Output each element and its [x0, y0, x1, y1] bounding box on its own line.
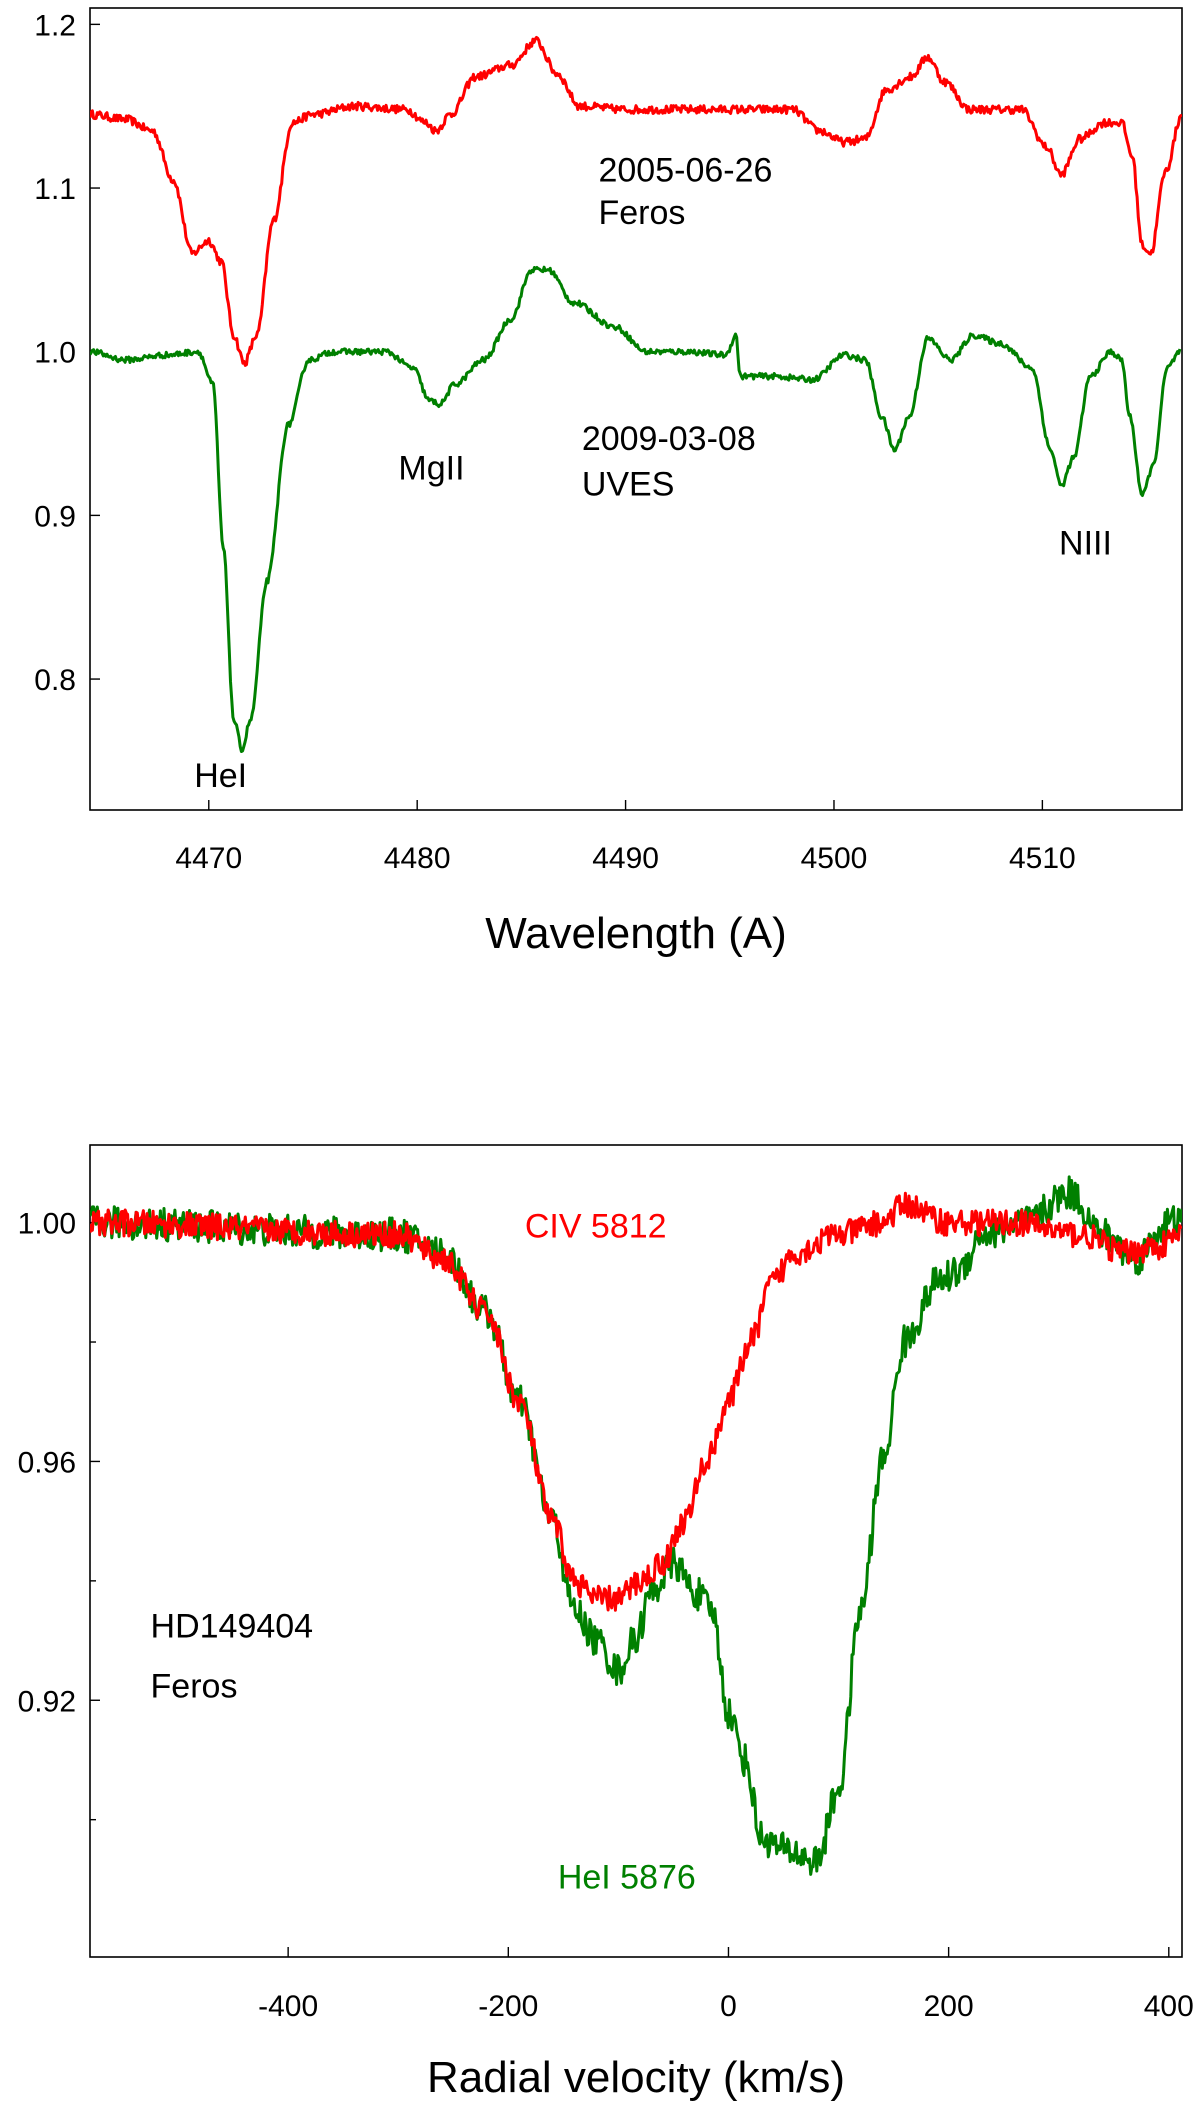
- x-axis-title: Wavelength (A): [485, 909, 787, 958]
- annotation-label: MgII: [398, 449, 464, 487]
- annotation-label: HeI 5876: [558, 1858, 696, 1896]
- plot-frame: [89, 1144, 1183, 1958]
- annotation-label: 2005-06-26: [598, 151, 772, 189]
- y-tick-label: 0.9: [34, 500, 76, 533]
- series-line: [90, 1191, 1182, 1612]
- x-axis-title: Radial velocity (km/s): [427, 2053, 845, 2102]
- x-tick-label: 400: [1144, 1990, 1194, 2023]
- x-tick-label: 200: [924, 1990, 974, 2023]
- y-tick-label: 1.2: [34, 9, 76, 42]
- x-tick-label: 4490: [592, 842, 659, 875]
- x-tick-label: 4480: [384, 842, 451, 875]
- annotation-label: UVES: [582, 466, 675, 504]
- y-tick-label: 0.8: [34, 664, 76, 697]
- top-panel-wavelength-spectrum: 4470 4480 4490 4500 4510 0.8 0.9 1.0 1.1 1.2 Wavel…: [34, 7, 1183, 958]
- annotation-label: HD149404: [151, 1608, 314, 1646]
- bottom-panel-radial-velocity-profile: -400 -200 0 200 400 0.92 0.96 1.00 Radial veloci…: [18, 1144, 1194, 2102]
- y-tick-label: 0.96: [18, 1446, 76, 1479]
- x-tick-label: -400: [258, 1990, 318, 2023]
- y-tick-label: 1.0: [34, 337, 76, 370]
- plot-frame: [89, 7, 1183, 811]
- x-tick-label: 4510: [1009, 842, 1076, 875]
- y-tick-label: 0.92: [18, 1685, 76, 1718]
- series-line: [90, 265, 1182, 753]
- series-line: [90, 1175, 1182, 1876]
- y-tick-label: 1.00: [18, 1208, 76, 1241]
- annotation-label: CIV 5812: [525, 1208, 667, 1246]
- series-line: [90, 35, 1182, 367]
- x-tick-label: 4500: [801, 842, 868, 875]
- annotation-label: 2009-03-08: [582, 420, 756, 458]
- x-tick-label: 4470: [175, 842, 242, 875]
- x-tick-label: 0: [720, 1990, 737, 2023]
- annotation-label: Feros: [598, 194, 685, 232]
- y-tick-label: 1.1: [34, 173, 76, 206]
- annotation-label: HeI: [194, 757, 247, 795]
- x-tick-label: -200: [478, 1990, 538, 2023]
- annotation-label: Feros: [151, 1667, 238, 1705]
- annotation-label: NIII: [1059, 525, 1112, 563]
